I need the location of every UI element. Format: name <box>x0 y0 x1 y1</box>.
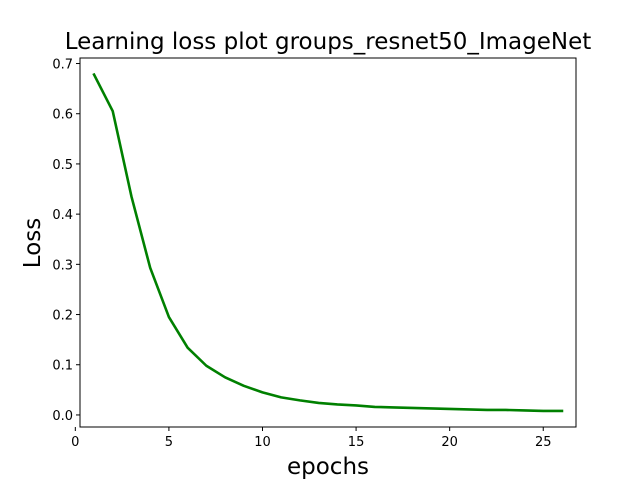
loss-data-point <box>205 364 208 367</box>
plot-area <box>79 57 577 428</box>
series-layer <box>92 72 564 413</box>
y-axis: 0.0 0.1 0.2 0.3 0.4 0.5 0.6 0.7 <box>52 58 80 424</box>
loss-series-line <box>92 72 564 413</box>
loss-data-point <box>561 410 563 412</box>
x-tick-label: 0 <box>71 435 79 450</box>
y-tick-label: 0.3 <box>52 258 73 273</box>
x-axis-label: epochs <box>287 454 369 480</box>
loss-data-point <box>373 406 376 408</box>
y-tick-label: 0.6 <box>52 108 73 123</box>
loss-data-point <box>224 376 226 379</box>
loss-data-point <box>130 195 133 198</box>
y-tick-label: 0.2 <box>52 309 73 324</box>
loss-data-point <box>168 316 170 318</box>
loss-data-point <box>111 110 114 113</box>
loss-data-point <box>317 402 320 404</box>
loss-data-point <box>149 267 151 269</box>
x-tick-label: 25 <box>535 435 552 450</box>
loss-data-point <box>242 385 245 387</box>
y-tick-label: 0.7 <box>52 58 73 73</box>
loss-data-point <box>523 409 526 412</box>
loss-data-point <box>448 408 451 410</box>
y-tick-label: 0.5 <box>52 158 73 173</box>
y-axis-label: Loss <box>20 218 46 268</box>
loss-data-point <box>355 404 357 407</box>
x-tick-label: 5 <box>165 435 173 450</box>
loss-data-point <box>299 399 301 402</box>
x-tick-label: 10 <box>254 435 271 450</box>
x-axis: 0 5 10 15 20 25 <box>71 427 552 450</box>
loss-data-point <box>93 73 95 76</box>
y-tick-label: 0.1 <box>52 359 73 374</box>
loss-data-point <box>430 407 432 410</box>
loss-data-point <box>336 403 339 406</box>
x-tick-label: 20 <box>441 435 458 450</box>
loss-data-point <box>186 346 189 349</box>
y-tick-label: 0.0 <box>52 409 73 424</box>
loss-data-point <box>542 410 545 412</box>
x-tick-label: 15 <box>348 435 365 450</box>
loss-data-point <box>486 409 488 411</box>
loss-data-point <box>261 391 264 394</box>
loss-data-point <box>467 408 470 411</box>
loss-data-point <box>505 409 507 411</box>
loss-data-point <box>411 407 414 409</box>
y-tick-label: 0.4 <box>52 208 73 223</box>
loss-data-point <box>280 396 283 399</box>
loss-data-point <box>392 406 395 409</box>
chart-title: Learning loss plot groups_resnet50_Image… <box>65 29 592 55</box>
